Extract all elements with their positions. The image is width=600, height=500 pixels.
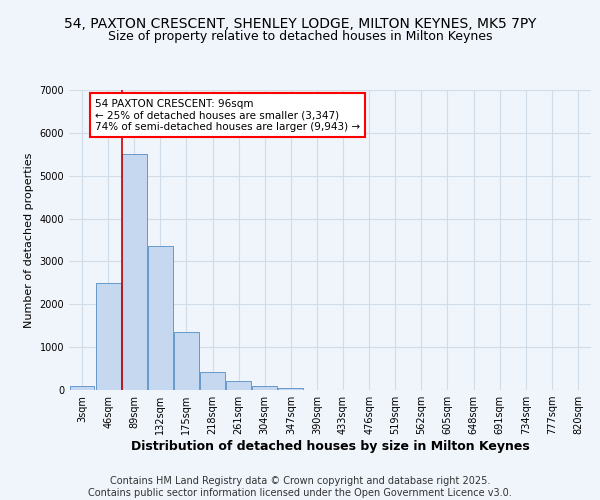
Bar	[70, 386, 94, 390]
Y-axis label: Number of detached properties: Number of detached properties	[24, 152, 34, 328]
Text: Size of property relative to detached houses in Milton Keynes: Size of property relative to detached ho…	[108, 30, 492, 43]
Bar	[122, 154, 146, 390]
Bar	[200, 372, 225, 390]
Bar	[174, 332, 199, 390]
Bar	[253, 386, 277, 390]
Text: 54 PAXTON CRESCENT: 96sqm
← 25% of detached houses are smaller (3,347)
74% of se: 54 PAXTON CRESCENT: 96sqm ← 25% of detac…	[95, 98, 360, 132]
Text: Contains HM Land Registry data © Crown copyright and database right 2025.
Contai: Contains HM Land Registry data © Crown c…	[88, 476, 512, 498]
Bar	[226, 382, 251, 390]
Text: 54, PAXTON CRESCENT, SHENLEY LODGE, MILTON KEYNES, MK5 7PY: 54, PAXTON CRESCENT, SHENLEY LODGE, MILT…	[64, 18, 536, 32]
X-axis label: Distribution of detached houses by size in Milton Keynes: Distribution of detached houses by size …	[131, 440, 529, 453]
Bar	[148, 246, 173, 390]
Bar	[278, 388, 303, 390]
Bar	[96, 283, 121, 390]
